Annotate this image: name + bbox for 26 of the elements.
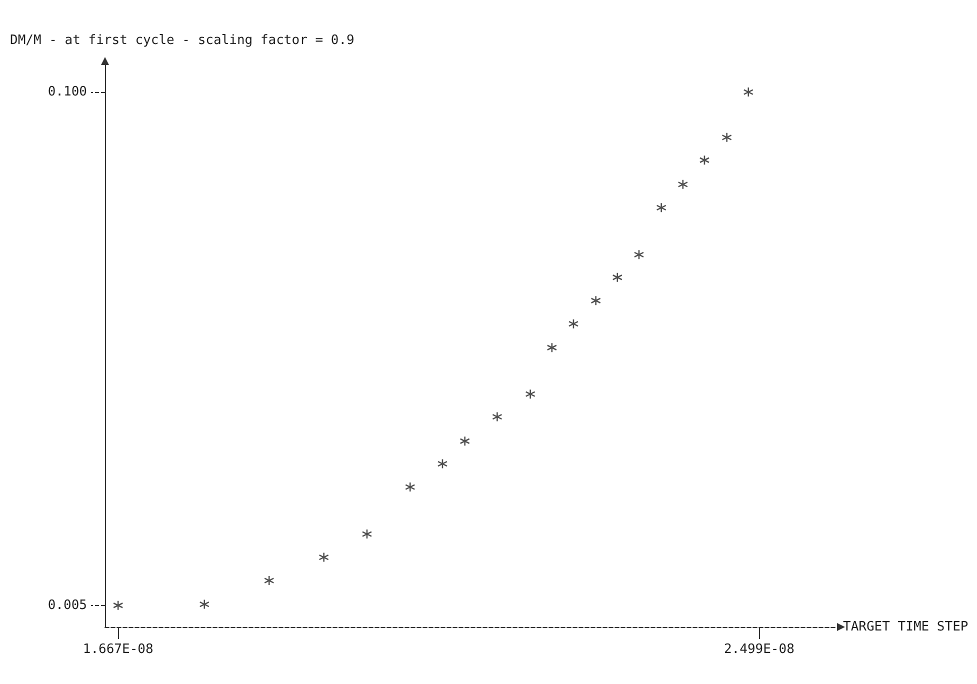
point bbox=[722, 132, 732, 143]
point bbox=[404, 482, 416, 492]
point bbox=[612, 272, 623, 283]
x-tick-label: 1.667E-08 bbox=[82, 642, 154, 657]
point bbox=[568, 318, 579, 329]
point bbox=[590, 295, 601, 306]
x-tick-label: 2.499E-08 bbox=[724, 642, 794, 657]
point bbox=[264, 575, 274, 586]
y-tick-label: 0.005 bbox=[48, 598, 87, 613]
point bbox=[492, 412, 502, 422]
y-axis-title: DM/M - at first cycle - scaling factor = 0.9 bbox=[10, 33, 354, 48]
point bbox=[634, 250, 644, 260]
point bbox=[437, 458, 448, 469]
point bbox=[199, 599, 210, 610]
point bbox=[318, 552, 329, 562]
point bbox=[699, 154, 710, 166]
y-tick-label: 0.100 bbox=[48, 84, 87, 100]
point bbox=[525, 388, 536, 400]
point bbox=[460, 436, 470, 446]
point bbox=[546, 342, 558, 353]
x-axis-title: TARGET TIME STEP bbox=[843, 620, 968, 634]
point bbox=[112, 600, 124, 611]
point bbox=[743, 86, 754, 98]
point bbox=[362, 528, 372, 540]
point bbox=[656, 202, 666, 213]
point bbox=[678, 179, 688, 190]
